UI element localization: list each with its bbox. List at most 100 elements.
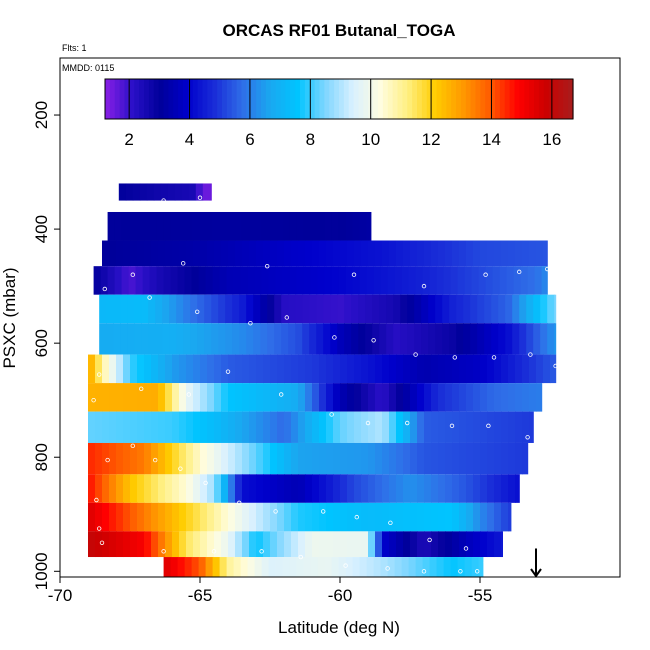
sample-markers — [91, 155, 558, 574]
data-cell — [193, 383, 201, 412]
data-cell — [354, 474, 362, 503]
data-cell — [193, 502, 201, 532]
data-cell — [424, 354, 432, 384]
data-cell — [417, 442, 425, 475]
data-cell — [144, 354, 152, 384]
data-cell — [316, 323, 324, 355]
data-cell — [515, 354, 523, 384]
data-cell — [144, 383, 152, 412]
y-axis: 200 400 600 800 1000 — [32, 101, 60, 590]
sample-marker — [329, 412, 334, 417]
data-cell — [200, 442, 208, 475]
sample-marker — [407, 158, 413, 163]
data-cell — [170, 266, 179, 295]
data-cell — [403, 411, 411, 443]
data-cell — [165, 531, 173, 558]
data-cell — [382, 354, 390, 384]
data-cell — [492, 266, 501, 295]
data-cell — [494, 411, 502, 443]
data-cell — [352, 557, 361, 577]
data-cell — [99, 323, 107, 355]
data-cell — [298, 531, 306, 558]
data-cell — [373, 266, 382, 295]
data-cell — [431, 354, 439, 384]
data-cell — [452, 411, 460, 443]
colorbar-segment — [109, 79, 116, 119]
data-cell — [351, 323, 359, 355]
data-cell — [540, 323, 548, 355]
colorbar-segment — [114, 79, 121, 119]
data-cell — [389, 502, 397, 532]
data-cell — [109, 411, 117, 443]
data-cell — [235, 531, 243, 558]
data-cell — [361, 240, 369, 267]
data-cell — [193, 240, 201, 267]
data-cell — [494, 531, 502, 558]
data-cell — [221, 240, 229, 267]
data-cell — [254, 211, 263, 241]
data-cell — [449, 323, 457, 355]
colorbar-segment — [538, 79, 545, 119]
data-cell — [393, 294, 401, 324]
data-cell — [456, 294, 464, 324]
colorbar-segment — [246, 79, 252, 119]
sample-marker — [161, 549, 166, 554]
data-cell — [240, 557, 249, 577]
data-cell — [177, 211, 186, 241]
data-cell — [494, 502, 502, 532]
colorbar-segment — [148, 79, 155, 119]
data-cell — [176, 294, 184, 324]
data-cell — [200, 502, 208, 532]
data-cell — [438, 383, 446, 412]
colorbar-segment — [402, 79, 408, 119]
data-cell — [354, 354, 362, 384]
sample-marker — [463, 546, 469, 551]
data-cell — [331, 211, 340, 241]
data-cell — [417, 411, 425, 443]
data-cell — [123, 354, 131, 384]
data-cell — [345, 266, 354, 295]
colorbar-segment — [373, 79, 379, 119]
colorbar-segment — [212, 79, 218, 119]
colorbar-segment — [348, 79, 355, 119]
data-cell — [407, 323, 415, 355]
colorbar-segment — [392, 79, 399, 119]
data-cell — [284, 502, 292, 532]
data-cell — [317, 211, 326, 241]
data-cell — [508, 474, 516, 503]
data-cell — [267, 323, 275, 355]
data-cell — [235, 411, 243, 443]
data-cell — [515, 240, 523, 267]
data-cell — [109, 502, 117, 532]
data-cell — [214, 411, 222, 443]
data-cell — [270, 442, 278, 475]
data-cell — [368, 474, 376, 503]
data-cell — [116, 240, 124, 267]
data-cell — [151, 474, 159, 503]
data-cell — [431, 502, 439, 532]
data-cell — [442, 294, 450, 324]
data-cell — [270, 383, 278, 412]
data-cell — [263, 442, 271, 475]
data-cell — [233, 266, 242, 295]
data-cell — [102, 531, 110, 558]
data-cell — [361, 354, 369, 384]
data-cell — [331, 266, 340, 295]
data-cell — [543, 240, 548, 267]
data-bands — [88, 183, 557, 577]
data-cell — [169, 294, 177, 324]
colorbar-segment — [485, 79, 491, 119]
data-cell — [487, 442, 495, 475]
data-cell — [382, 411, 390, 443]
data-cell — [361, 502, 369, 532]
data-cell — [340, 383, 348, 412]
data-cell — [424, 531, 432, 558]
data-cell — [450, 557, 459, 577]
data-cell — [242, 442, 250, 475]
data-cell — [319, 240, 327, 267]
data-cell — [473, 531, 481, 558]
colorbar-segment — [119, 79, 126, 119]
data-cell — [340, 354, 348, 384]
data-cell — [480, 474, 488, 503]
data-cell — [310, 211, 319, 241]
